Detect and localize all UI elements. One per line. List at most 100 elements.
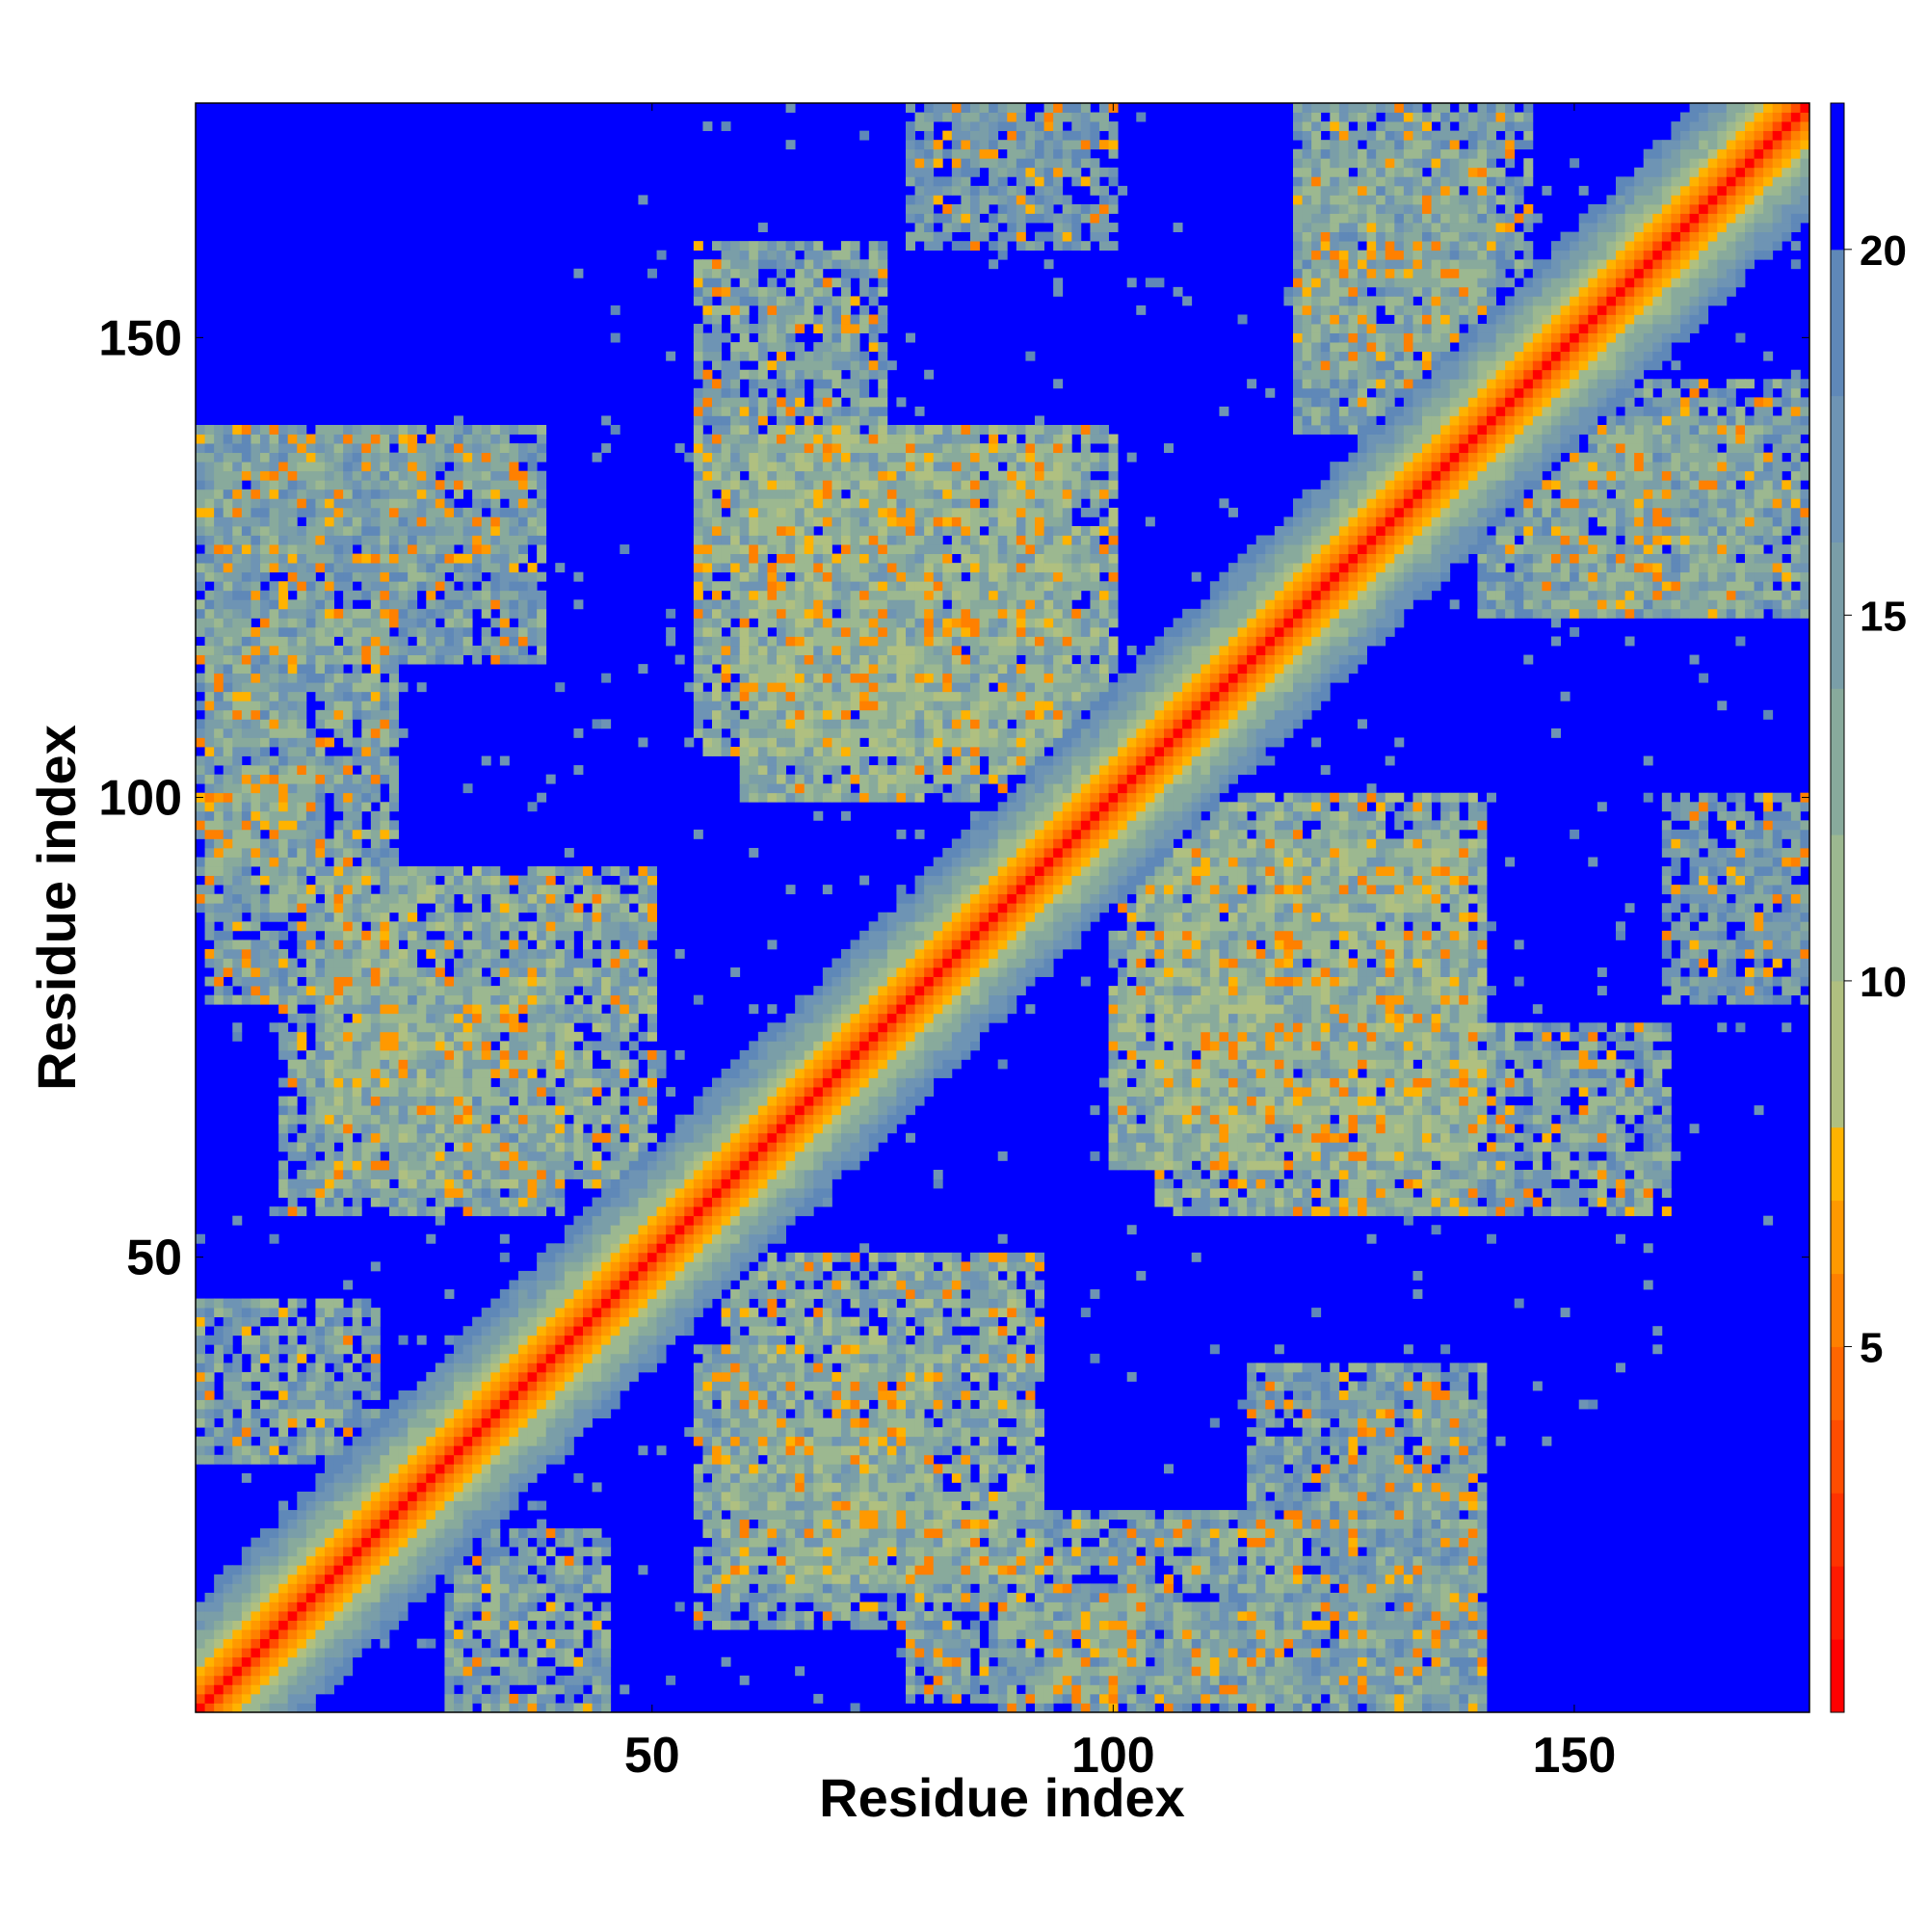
heatmap-cell <box>712 563 722 573</box>
heatmap-cell <box>712 1169 722 1179</box>
heatmap-cell <box>297 1059 307 1070</box>
heatmap-cell <box>380 544 390 554</box>
heatmap-cell <box>435 1178 445 1189</box>
heatmap-cell <box>408 1528 418 1539</box>
heatmap-cell <box>537 525 547 536</box>
heatmap-cell <box>518 1188 528 1198</box>
heatmap-cell <box>416 654 427 665</box>
heatmap-cell <box>712 1417 722 1428</box>
heatmap-cell <box>537 646 547 655</box>
heatmap-cell <box>638 1206 648 1217</box>
heatmap-cell <box>260 1528 270 1539</box>
heatmap-cell <box>426 1510 436 1520</box>
heatmap-cell <box>343 1049 354 1060</box>
heatmap-cell <box>592 1308 602 1318</box>
heatmap-cell <box>389 847 399 858</box>
heatmap-cell <box>315 1197 326 1207</box>
heatmap-cell <box>638 1077 648 1088</box>
heatmap-cell <box>333 462 344 472</box>
heatmap-cell <box>333 480 344 490</box>
heatmap-cell <box>398 948 409 959</box>
heatmap-cell <box>490 1620 501 1630</box>
heatmap-cell <box>555 1124 566 1134</box>
heatmap-cell <box>545 1049 556 1060</box>
heatmap-cell <box>454 1436 463 1446</box>
heatmap-cell <box>269 1656 279 1667</box>
heatmap-cell <box>564 1013 574 1023</box>
heatmap-cell <box>325 1555 334 1566</box>
heatmap-cell <box>361 470 372 481</box>
heatmap-cell <box>454 1519 463 1529</box>
heatmap-cell <box>527 1472 538 1483</box>
heatmap-cell <box>702 737 713 748</box>
heatmap-cell <box>343 765 354 776</box>
heatmap-cell <box>223 443 233 454</box>
heatmap-cell <box>269 1583 279 1594</box>
heatmap-cell <box>416 893 427 904</box>
heatmap-cell <box>370 1592 381 1602</box>
heatmap-cell <box>666 608 676 619</box>
heatmap-cell <box>481 452 491 463</box>
heatmap-cell <box>398 1096 409 1106</box>
heatmap-cell <box>361 1013 372 1023</box>
heatmap-cell <box>416 571 427 582</box>
heatmap-cell <box>232 626 243 637</box>
heatmap-cell <box>435 1537 445 1548</box>
heatmap-cell <box>555 1004 566 1015</box>
heatmap-cell <box>601 1096 612 1106</box>
heatmap-cell <box>333 1004 344 1015</box>
heatmap-cell <box>287 1178 298 1189</box>
heatmap-cell <box>693 1197 703 1207</box>
heatmap-cell <box>380 802 390 812</box>
heatmap-cell <box>232 1427 243 1438</box>
heatmap-cell <box>204 1601 215 1612</box>
heatmap-cell <box>545 1666 556 1677</box>
heatmap-cell <box>398 618 409 628</box>
heatmap-cell <box>702 1114 713 1125</box>
heatmap-cell <box>305 507 316 517</box>
heatmap-cell <box>481 1326 491 1337</box>
heatmap-cell <box>232 1656 243 1667</box>
heatmap-cell <box>426 948 436 959</box>
heatmap-cell <box>251 921 261 932</box>
heatmap-cell <box>610 1142 620 1152</box>
heatmap-cell <box>454 1371 463 1382</box>
heatmap-cell <box>389 654 399 665</box>
heatmap-cell <box>361 829 372 839</box>
heatmap-cell <box>343 654 354 665</box>
heatmap-cell <box>287 1666 298 1677</box>
heatmap-cell <box>297 792 307 803</box>
heatmap-cell <box>666 1178 676 1189</box>
heatmap-cell <box>499 1105 510 1116</box>
heatmap-cell <box>305 636 316 647</box>
heatmap-cell <box>444 443 455 454</box>
heatmap-cell <box>490 525 501 536</box>
heatmap-cell <box>305 1160 316 1171</box>
heatmap-cell <box>426 1013 436 1023</box>
heatmap-cell <box>537 1436 547 1446</box>
heatmap-cell <box>454 866 463 876</box>
heatmap-cell <box>352 1500 362 1511</box>
heatmap-cell <box>408 563 418 573</box>
heatmap-cell <box>287 810 298 821</box>
heatmap-cell <box>583 967 593 977</box>
heatmap-cell <box>333 1464 344 1474</box>
heatmap-cell <box>370 682 381 693</box>
heatmap-cell <box>297 1454 307 1465</box>
heatmap-cell <box>269 875 279 886</box>
heatmap-cell <box>583 1335 593 1345</box>
heatmap-cell <box>241 1601 251 1612</box>
heatmap-cell <box>499 755 510 766</box>
heatmap-cell <box>555 1308 566 1318</box>
heatmap-cell <box>545 1528 556 1539</box>
heatmap-cell <box>702 1105 713 1116</box>
heatmap-cell <box>509 1464 519 1474</box>
heatmap-cell <box>444 1371 455 1382</box>
heatmap-cell <box>462 783 473 794</box>
heatmap-cell <box>702 121 713 132</box>
heatmap-cell <box>260 626 270 637</box>
heatmap-cell <box>684 1206 695 1217</box>
heatmap-cell <box>573 1105 584 1116</box>
heatmap-cell <box>315 626 326 637</box>
heatmap-cell <box>333 425 344 435</box>
